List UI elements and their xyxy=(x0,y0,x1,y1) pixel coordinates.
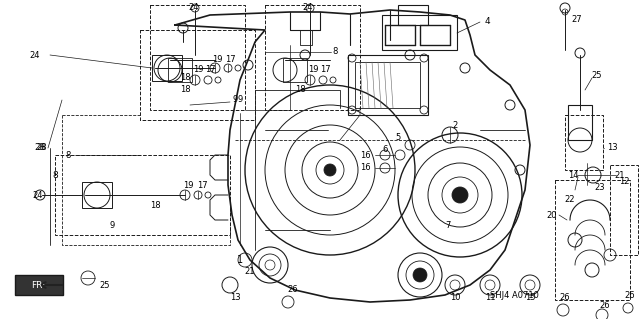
Text: 9: 9 xyxy=(232,95,237,105)
Text: 18: 18 xyxy=(150,201,160,210)
Text: 24: 24 xyxy=(189,4,199,12)
Text: 24: 24 xyxy=(33,190,44,199)
Text: 26: 26 xyxy=(560,293,570,302)
Text: 21: 21 xyxy=(615,170,625,180)
Bar xyxy=(168,58,192,82)
Bar xyxy=(140,30,255,120)
Text: 19: 19 xyxy=(183,181,193,189)
Text: 17: 17 xyxy=(225,56,236,64)
Text: 19: 19 xyxy=(308,65,318,75)
Text: 8: 8 xyxy=(332,48,338,56)
Text: 16: 16 xyxy=(360,151,371,160)
Text: 21: 21 xyxy=(244,268,255,277)
Text: 26: 26 xyxy=(625,291,636,300)
Bar xyxy=(382,15,457,50)
Circle shape xyxy=(324,164,336,176)
Bar xyxy=(355,62,420,108)
Text: 25: 25 xyxy=(592,70,602,79)
Text: SHJ4 A0710: SHJ4 A0710 xyxy=(490,291,539,300)
Text: 1: 1 xyxy=(237,255,243,265)
Text: 27: 27 xyxy=(572,16,582,25)
Text: 5: 5 xyxy=(396,133,401,143)
Bar xyxy=(150,5,245,110)
Text: 16: 16 xyxy=(360,164,371,173)
Text: 15: 15 xyxy=(525,293,535,302)
Bar xyxy=(265,5,360,110)
Text: 10: 10 xyxy=(450,293,460,302)
Text: 13: 13 xyxy=(230,293,240,302)
Bar xyxy=(398,5,428,25)
Bar xyxy=(283,58,307,82)
Text: 19: 19 xyxy=(193,65,204,75)
Text: 28: 28 xyxy=(36,144,47,152)
Text: 2: 2 xyxy=(452,121,458,130)
Text: 8: 8 xyxy=(52,170,58,180)
Bar xyxy=(55,155,230,235)
Text: 24: 24 xyxy=(29,50,40,60)
Text: 13: 13 xyxy=(607,144,618,152)
Text: 9: 9 xyxy=(237,95,243,105)
Text: 11: 11 xyxy=(484,293,495,302)
Circle shape xyxy=(452,187,468,203)
Text: 14: 14 xyxy=(568,170,579,180)
Text: 18: 18 xyxy=(180,85,190,94)
Text: 7: 7 xyxy=(445,220,451,229)
Bar xyxy=(15,275,63,295)
Text: 17: 17 xyxy=(205,65,215,75)
Text: 18: 18 xyxy=(180,73,190,83)
Text: 24: 24 xyxy=(303,4,313,12)
Bar xyxy=(152,55,182,81)
Text: 12: 12 xyxy=(619,177,629,187)
Text: 28: 28 xyxy=(35,144,45,152)
Text: 6: 6 xyxy=(382,145,388,154)
Text: 26: 26 xyxy=(600,300,611,309)
Text: FR·: FR· xyxy=(31,280,45,290)
Text: 9: 9 xyxy=(109,220,115,229)
Bar xyxy=(555,180,630,300)
Text: 26: 26 xyxy=(288,286,298,294)
Text: 22: 22 xyxy=(564,196,575,204)
Bar xyxy=(348,55,428,115)
Circle shape xyxy=(413,268,427,282)
Text: 25: 25 xyxy=(100,280,110,290)
Bar xyxy=(565,115,603,170)
Bar xyxy=(82,182,112,208)
Text: 8: 8 xyxy=(65,151,70,160)
Text: 20: 20 xyxy=(547,211,557,219)
Bar xyxy=(568,105,592,140)
Text: 17: 17 xyxy=(196,181,207,189)
Text: 19: 19 xyxy=(212,56,222,64)
Text: 4: 4 xyxy=(484,18,490,26)
Text: 23: 23 xyxy=(595,183,605,192)
Text: 18: 18 xyxy=(294,85,305,94)
Text: 17: 17 xyxy=(320,65,330,75)
Bar xyxy=(610,165,638,255)
